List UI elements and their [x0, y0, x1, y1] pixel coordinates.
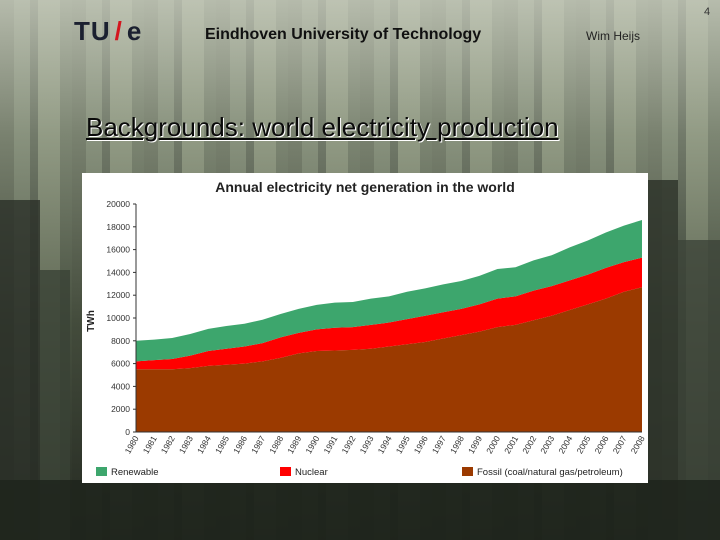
x-tick-label: 1996	[412, 434, 430, 456]
x-tick-label: 1998	[448, 434, 466, 456]
legend-label-renewable: Renewable	[111, 467, 159, 478]
chart-title: Annual electricity net generation in the…	[215, 179, 515, 195]
legend-label-nuclear: Nuclear	[295, 467, 328, 478]
x-tick-label: 2000	[484, 434, 502, 456]
x-tick-label: 2002	[520, 434, 538, 456]
x-tick-label: 1981	[141, 434, 159, 456]
y-tick-label: 2000	[111, 404, 130, 414]
y-tick-label: 16000	[106, 245, 130, 255]
x-tick-label: 1983	[177, 434, 195, 456]
x-tick-label: 2001	[502, 434, 520, 456]
y-tick-label: 20000	[106, 199, 130, 209]
y-tick-label: 14000	[106, 267, 130, 277]
slide-number: 4	[704, 6, 711, 18]
author-name: Wim Heijs	[586, 29, 640, 43]
legend-swatch-nuclear	[280, 467, 291, 476]
university-name: Eindhoven University of Technology	[205, 26, 482, 43]
area-nuclear	[136, 257, 642, 370]
x-tick-label: 1990	[303, 434, 321, 456]
logo-e: e	[126, 16, 143, 46]
area-renewable	[136, 219, 642, 362]
x-tick-label: 1989	[285, 434, 303, 456]
logo-slash: /	[114, 16, 123, 46]
chart-legend: Renewable Nuclear Fossil (coal/natural gas…	[96, 467, 623, 478]
x-tick-label: 1987	[249, 434, 267, 456]
x-tick-label: 1982	[159, 434, 177, 456]
x-tick-label: 1988	[267, 434, 285, 456]
x-tick-label: 1984	[195, 434, 213, 456]
x-tick-label: 2008	[629, 434, 647, 456]
skyline-silhouette	[0, 180, 720, 540]
x-tick-label: 2004	[556, 434, 574, 456]
x-tick-label: 1991	[321, 434, 339, 456]
x-tick-label: 2005	[574, 434, 592, 456]
legend-swatch-renewable	[96, 467, 107, 476]
logo-tu: TU	[74, 16, 111, 46]
y-tick-label: 10000	[106, 313, 130, 323]
plot-area: 0 2000 4000 6000 8000 10000 12000 14000 16000 180…	[106, 199, 647, 455]
x-tick-label: 2003	[538, 434, 556, 456]
y-tick-label: 8000	[111, 336, 130, 346]
x-tick-label: 2007	[611, 434, 629, 456]
tue-logo: TU / e	[74, 16, 142, 47]
area-fossil	[136, 287, 642, 432]
y-axis-label: TWh	[86, 310, 97, 332]
chart-container: Annual electricity net generation in the…	[82, 173, 648, 483]
x-tick-label: 1994	[376, 434, 394, 456]
y-tick-label: 4000	[111, 381, 130, 391]
x-tick-label: 1992	[339, 434, 357, 456]
slide-header: TU / e Eindhoven University of Technology …	[0, 0, 720, 70]
x-tick-label: 1997	[430, 434, 448, 456]
x-tick-label: 1986	[231, 434, 249, 456]
x-tick-label: 2006	[592, 434, 610, 456]
legend-swatch-fossil	[462, 467, 473, 476]
y-tick-label: 0	[125, 427, 130, 437]
x-tick-label: 1999	[466, 434, 484, 456]
x-tick-label: 1985	[213, 434, 231, 456]
legend-label-fossil: Fossil (coal/natural gas/petroleum)	[477, 467, 623, 478]
x-tick-label: 1993	[358, 434, 376, 456]
y-tick-label: 6000	[111, 359, 130, 369]
y-tick-label: 12000	[106, 290, 130, 300]
x-tick-label: 1980	[123, 434, 141, 456]
y-tick-label: 18000	[106, 222, 130, 232]
x-tick-label: 1995	[394, 434, 412, 456]
slide-title: Backgrounds: world electricity productio…	[86, 112, 559, 142]
electricity-chart: Annual electricity net generation in the…	[86, 179, 647, 478]
